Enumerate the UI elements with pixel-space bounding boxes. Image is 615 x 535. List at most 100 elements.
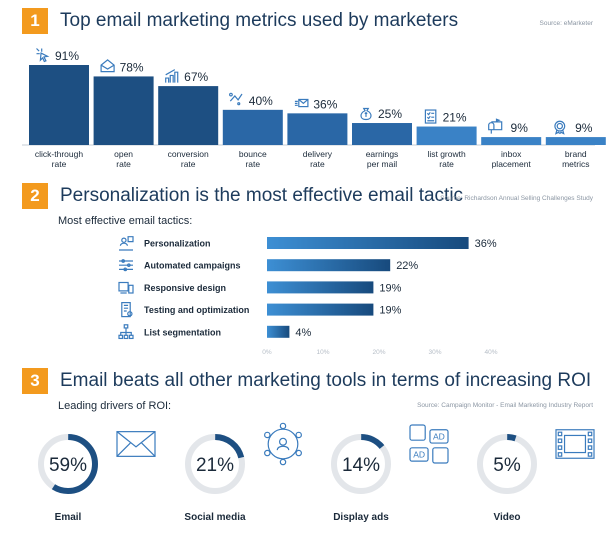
metric-value-label: 78%: [120, 60, 144, 74]
ring-value-label: 21%: [196, 455, 234, 476]
tactic-label: List segmentation: [144, 327, 221, 337]
testing-icon: [121, 302, 133, 318]
checklist-icon: [424, 109, 437, 124]
bounce-icon: [229, 92, 243, 106]
section-3-source: Source: Campaign Monitor - Email Marketi…: [417, 402, 593, 409]
ad-label-bottom: AD: [413, 449, 425, 459]
metric-bar: [158, 86, 219, 145]
metric-category-label: conversion: [168, 149, 209, 159]
x-tick-label: 20%: [372, 349, 385, 356]
video-film-icon: [555, 429, 595, 459]
metric-category-label: rate: [116, 159, 131, 169]
metric-value-label: 91%: [55, 49, 79, 63]
section-3-title: Email beats all other marketing tools in…: [60, 370, 592, 391]
section-2-subtitle: Most effective email tactics:: [58, 215, 193, 227]
ring-category-label: Video: [493, 512, 520, 523]
metric-value-label: 21%: [443, 111, 467, 125]
ring-track: [185, 434, 245, 494]
devices-icon: [118, 281, 134, 294]
ring-category-label: Social media: [184, 512, 246, 523]
metric-category-label: inbox: [501, 149, 522, 159]
metric-category-label: rate: [439, 159, 454, 169]
tactic-bar: [267, 281, 374, 294]
section-1-title: Top email marketing metrics used by mark…: [60, 10, 459, 31]
x-tick-label: 40%: [484, 349, 497, 356]
tactics-bar-chart: Personalization 36% Automated campaigns 22%…: [118, 236, 498, 356]
section-3-number: 3: [22, 368, 48, 394]
tactic-label: Automated campaigns: [144, 261, 241, 271]
tactic-value-label: 4%: [295, 327, 311, 339]
section-1: 1 Top email marketing metrics used by ma…: [0, 0, 615, 175]
tactic-value-label: 19%: [379, 305, 401, 317]
metric-category-label: rate: [245, 159, 260, 169]
envelope-open-icon: [100, 59, 115, 73]
mailbox-icon: [488, 118, 503, 134]
tactic-label: Testing and optimization: [144, 305, 249, 315]
metric-category-label: click-through: [35, 149, 83, 159]
metric-bar: [481, 137, 542, 145]
metric-category-label: rate: [52, 159, 67, 169]
ad-label-top: AD: [433, 431, 445, 441]
metric-value-label: 40%: [249, 94, 273, 108]
metric-bar: [545, 137, 606, 145]
x-tick-label: 10%: [316, 349, 329, 356]
metric-value-label: 9%: [511, 121, 529, 135]
section-2-title: Personalization is the most effective em…: [60, 185, 464, 206]
metric-bar: [222, 109, 283, 145]
metric-value-label: 25%: [378, 107, 402, 121]
tactic-label: Responsive design: [144, 283, 226, 293]
ring-value-label: 14%: [342, 455, 380, 476]
metric-category-label: brand: [565, 149, 587, 159]
x-tick-label: 0%: [262, 349, 272, 356]
metric-category-label: rate: [181, 159, 196, 169]
sliders-icon: [119, 259, 133, 272]
cursor-click-icon: [36, 48, 50, 63]
metric-category-label: earnings: [366, 149, 399, 159]
tactic-value-label: 36%: [475, 238, 497, 250]
metric-category-label: list growth: [427, 149, 466, 159]
metric-value-label: 9%: [575, 121, 593, 135]
tactic-value-label: 22%: [396, 260, 418, 272]
ring-value-label: 5%: [493, 455, 521, 476]
hierarchy-icon: [118, 324, 134, 340]
x-tick-label: 30%: [428, 349, 441, 356]
metric-category-label: metrics: [562, 159, 589, 169]
tactic-label: Personalization: [144, 239, 211, 249]
ring-value-label: 59%: [49, 455, 87, 476]
metric-category-label: placement: [492, 159, 532, 169]
metric-category-label: delivery: [303, 149, 333, 159]
section-3-subtitle: Leading drivers of ROI:: [58, 400, 172, 412]
envelope-icon: [116, 431, 156, 457]
section-1-source: Source: eMarketer: [539, 20, 593, 27]
section-1-number: 1: [22, 8, 48, 34]
metric-bar: [352, 123, 412, 145]
ring-category-label: Email: [55, 512, 82, 523]
ring-value-arc: [38, 434, 98, 494]
metric-category-label: bounce: [239, 149, 267, 159]
metric-category-label: per mail: [367, 159, 397, 169]
metric-category-label: rate: [310, 159, 325, 169]
metric-category-label: open: [114, 149, 133, 159]
badge-icon: [554, 120, 566, 135]
section-3: 3 Email beats all other marketing tools …: [0, 360, 615, 535]
metric-bar: [416, 126, 477, 145]
delivery-envelope-icon: [294, 98, 309, 108]
tactic-value-label: 19%: [379, 282, 401, 294]
social-network-icon: [264, 422, 302, 466]
metric-bar: [287, 113, 348, 145]
money-bag-icon: [360, 107, 372, 121]
roi-ring-charts: 59% Email 21% Social media 14% Display ads AD A…: [38, 422, 595, 523]
tactic-bar: [267, 237, 469, 249]
metric-bar: [93, 76, 154, 145]
section-2-number: 2: [22, 183, 48, 209]
tactic-bar: [267, 259, 391, 272]
metric-value-label: 67%: [184, 70, 208, 84]
personalization-icon: [119, 236, 134, 251]
ring-track: [331, 434, 391, 494]
metric-bar: [29, 65, 89, 145]
ring-category-label: Display ads: [333, 512, 389, 523]
metric-value-label: 36%: [313, 97, 337, 111]
tactic-bar: [267, 303, 374, 316]
bar-growth-icon: [165, 69, 179, 83]
tactic-bar: [267, 325, 290, 338]
